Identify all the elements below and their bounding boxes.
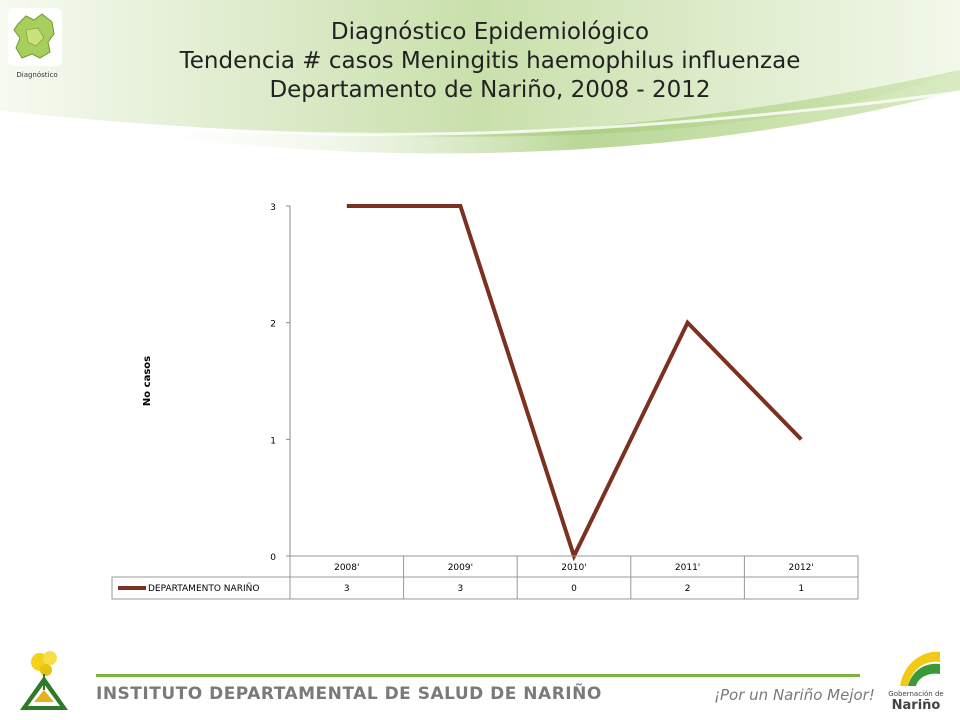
table-value: 3 [458, 584, 464, 594]
legend-series-name: DEPARTAMENTO NARIÑO [148, 583, 259, 594]
x-category-label: 2010' [561, 563, 586, 573]
y-tick-labels: 0 1 2 3 [270, 203, 290, 563]
title-line-2: Tendencia # casos Meningitis haemophilus… [179, 48, 801, 74]
institute-flower-logo [20, 651, 68, 710]
y-tick-label: 1 [270, 436, 276, 446]
x-category-label: 2011' [675, 563, 700, 573]
gobernacion-logo-text: Gobernación de Nariño [884, 690, 948, 713]
y-tick-label: 0 [270, 553, 276, 563]
gobernacion-big-text: Nariño [891, 698, 941, 713]
page-title: Diagnóstico Epidemiológico Tendencia # c… [120, 18, 860, 105]
institute-name: INSTITUTO DEPARTAMENTAL DE SALUD DE NARI… [96, 684, 602, 704]
table-value: 3 [344, 584, 350, 594]
y-tick-label: 3 [270, 203, 276, 213]
x-category-label: 2012' [789, 563, 814, 573]
table-value: 1 [798, 584, 804, 594]
logo-caption: Diagnóstico [16, 71, 58, 79]
gobernacion-small-text: Gobernación de [888, 690, 944, 698]
y-axis-label: No casos [142, 356, 153, 406]
map-icon [13, 13, 55, 59]
slogan: ¡Por un Nariño Mejor! [714, 686, 875, 704]
gobernacion-flag-logo [900, 651, 940, 686]
data-table: 2008' 2009' 2010' 2011' 2012' DEPARTAMENTO NA… [111, 555, 859, 600]
table-value: 2 [685, 584, 691, 594]
title-line-3: Departamento de Nariño, 2008 - 2012 [269, 77, 711, 103]
x-category-label: 2008' [334, 563, 359, 573]
header-banner [0, 0, 960, 154]
footer-divider [96, 674, 860, 677]
x-category-label: 2009' [448, 563, 473, 573]
series-line-departamento-narino [346, 204, 803, 562]
department-map-logo [8, 8, 62, 66]
y-tick-label: 2 [270, 320, 276, 330]
title-line-1: Diagnóstico Epidemiológico [330, 19, 650, 45]
table-value: 0 [571, 584, 577, 594]
